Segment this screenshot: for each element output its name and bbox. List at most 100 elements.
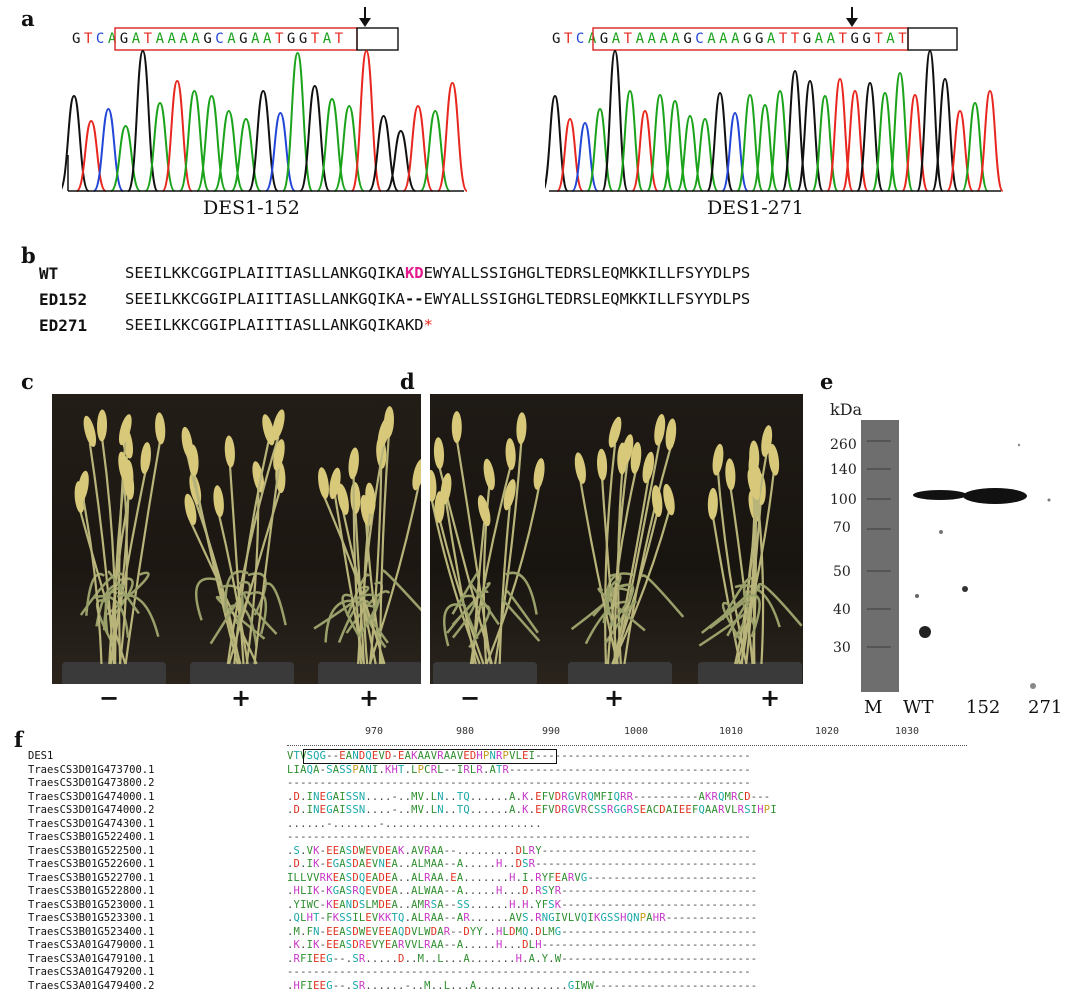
marker-30: 30 xyxy=(833,640,851,656)
panel-d-letter: d xyxy=(400,369,415,394)
leaf xyxy=(249,591,268,635)
stem xyxy=(711,515,742,665)
wheat-ear xyxy=(412,459,421,491)
wheat-ear xyxy=(118,414,132,446)
sign-d-1: − xyxy=(460,684,481,712)
chromatogram-right xyxy=(545,7,1004,192)
wheat-ear xyxy=(608,416,622,448)
leaf xyxy=(468,604,491,649)
base-letter: T xyxy=(790,31,803,47)
ruler-990: 990 xyxy=(542,726,561,737)
base-letter: G xyxy=(862,31,875,47)
wheat-ear xyxy=(430,469,437,502)
wheat-ear xyxy=(184,493,197,526)
leaf xyxy=(116,594,160,638)
base-letter: G xyxy=(754,31,767,47)
des1-motif-box xyxy=(303,749,557,764)
base-letter: G xyxy=(298,31,311,47)
base-letter: T xyxy=(143,31,156,47)
base-letter: T xyxy=(898,31,911,47)
stem xyxy=(228,463,245,665)
wheat-ear xyxy=(348,447,359,480)
base-letter: A xyxy=(814,31,827,47)
alignment-seq-residues: .S.VK-EEASDWEVDEAK.AVRAA--.........DLRY-… xyxy=(287,844,758,857)
marker-100: 100 xyxy=(830,492,857,508)
wheat-ear xyxy=(516,412,527,445)
wheat-ear xyxy=(642,451,655,484)
leaf xyxy=(641,574,685,618)
panel-c-letter: c xyxy=(21,369,34,394)
trace-peak xyxy=(706,91,734,192)
base-letter: G xyxy=(286,31,299,47)
stem xyxy=(189,520,258,665)
leaf xyxy=(597,587,646,632)
base-letter: A xyxy=(766,31,779,47)
wheat-ear xyxy=(329,467,341,500)
alignment-row-name-ed271: ED271 xyxy=(39,316,88,335)
trace-peak xyxy=(247,89,279,192)
stem xyxy=(363,510,372,665)
stem xyxy=(333,495,365,665)
stem xyxy=(485,485,541,665)
leaf xyxy=(505,590,539,634)
wheat-photo-d xyxy=(430,394,803,684)
wheat-ear xyxy=(651,485,663,517)
alignment-row-name-ed152: ED152 xyxy=(39,290,88,309)
sign-d-3: + xyxy=(760,684,781,712)
base-letter: T xyxy=(778,31,791,47)
base-letter: G xyxy=(239,31,252,47)
protein-seq-wt: SEEILKKCGGIPLAIITIASLLANKGQIKAKDEWYALLSS… xyxy=(125,264,751,282)
alignment-seq-name: TraesCS3D01G473700.1 xyxy=(28,763,155,776)
stem xyxy=(613,461,629,665)
alignment-row-name-wt: WT xyxy=(39,264,59,283)
stem xyxy=(740,496,756,665)
alignment-seq-name: TraesCS3A01G479100.1 xyxy=(28,952,155,965)
wheat-ear xyxy=(155,412,166,445)
ruler-970: 970 xyxy=(365,726,384,737)
leaf xyxy=(443,603,467,647)
wheat-ear xyxy=(140,442,151,474)
stem xyxy=(82,498,103,665)
stem xyxy=(444,500,477,665)
alignment-seq-name: TraesCS3D01G474000.2 xyxy=(28,804,155,816)
leaf xyxy=(107,570,140,615)
alignment-seq-residues: .D.IK-EGASDAEVNEA..ALMAA--A.....H..DSR--… xyxy=(287,858,758,870)
stem xyxy=(455,438,492,665)
base-letter: A xyxy=(227,31,240,47)
trace-peak xyxy=(230,117,262,192)
base-letter: T xyxy=(838,31,851,47)
base-letter: G xyxy=(850,31,863,47)
base-letter: A xyxy=(263,31,275,47)
pot xyxy=(62,662,166,684)
leaf xyxy=(337,599,370,644)
leaf xyxy=(341,593,361,638)
alignment-seq-residues: .D.INEGAISSN....-..MV.LN..TQ......A.K.EF… xyxy=(287,790,771,803)
lane-152: 152 xyxy=(966,697,1001,718)
marker-140: 140 xyxy=(830,462,857,478)
alignment-seq-residues: .D.INEGAISSN....-..MV.LN..TQ......A.K.EF… xyxy=(287,804,777,816)
base-letter: A xyxy=(107,31,120,47)
wheat-ear xyxy=(213,485,224,518)
base-letter: A xyxy=(886,31,899,47)
base-letter: T xyxy=(874,31,887,47)
ruler-1010: 1010 xyxy=(719,726,744,737)
pot xyxy=(318,662,421,684)
wheat-ear xyxy=(337,483,349,515)
ruler-1000: 1000 xyxy=(624,726,649,737)
wheat-ear xyxy=(707,487,718,520)
base-letter: C xyxy=(575,31,588,47)
alignment-seq-residues: ----------------------------------------… xyxy=(287,831,751,843)
stem xyxy=(100,437,117,665)
leaf xyxy=(721,602,745,646)
alignment-seq-name: TraesCS3D01G474300.1 xyxy=(28,817,155,830)
leaf xyxy=(357,593,378,638)
base-letter: G xyxy=(552,31,564,47)
stem xyxy=(612,479,650,665)
protein-seq-ed152: SEEILKKCGGIPLAIITIASLLANKGQIKA--EWYALLSS… xyxy=(125,290,751,308)
wheat-ear xyxy=(574,452,586,484)
wheat-ear xyxy=(533,458,545,490)
alignment-seq-name: TraesCS3A01G479000.1 xyxy=(28,939,155,951)
trace-peak xyxy=(264,111,296,192)
base-letter: A xyxy=(671,31,684,47)
trace-peak xyxy=(333,104,365,192)
